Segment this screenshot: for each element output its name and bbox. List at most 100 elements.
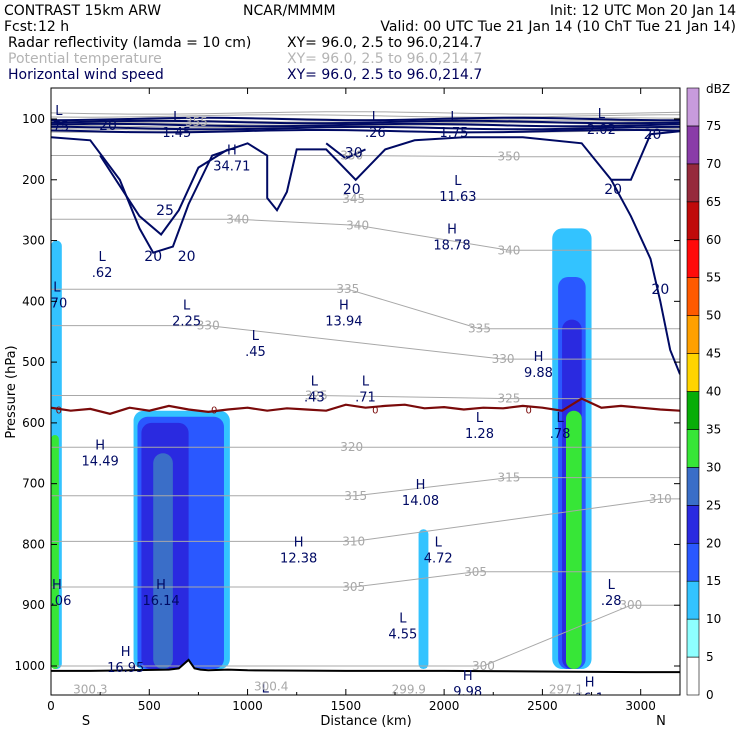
- extremum-letter: L: [53, 280, 61, 295]
- wind-jet-line-3: [51, 125, 680, 131]
- colorbar-level: 55: [706, 271, 721, 285]
- theta-contour-300: [51, 604, 680, 667]
- extremum-value: 16.14: [142, 594, 179, 609]
- extremum-value: .62: [92, 266, 113, 281]
- extremum-value: .43: [304, 390, 325, 405]
- fcst-value: 12 h: [38, 19, 69, 35]
- colorbar-level: 70: [706, 157, 721, 171]
- y-tick-label: 800: [22, 537, 45, 551]
- wind-label: 20: [644, 127, 662, 143]
- extremum-letter: L: [454, 174, 462, 189]
- colorbar-level: 45: [706, 347, 721, 361]
- y-axis-label: Pressure (hPa): [4, 345, 19, 438]
- colorbar-level: 10: [706, 612, 721, 626]
- extremum-value: .71: [355, 390, 376, 405]
- wind-contour-layer: [51, 116, 680, 375]
- wind-contour-1: [610, 179, 680, 375]
- extremum-letter: L: [450, 110, 458, 125]
- axes-layer: 0 500 1000 1500 2000 2500 30001002003004005006…: [14, 88, 680, 713]
- theta-contour-330: [51, 325, 680, 360]
- colorbar: 0 5 10 15 20 25 30 35 40 45 50 55 60 65 70 75: [686, 87, 721, 702]
- field-xy-wind: XY= 96.0, 2.5 to 96.0,214.7: [287, 67, 482, 83]
- extremum-letter: H: [227, 144, 237, 159]
- surface-theta-label: 299.9: [392, 682, 426, 696]
- field-name-reflectivity: Radar reflectivity (lamda = 10 cm): [8, 35, 251, 51]
- extremum-value: 16.1: [575, 691, 604, 706]
- x-tick-label: 1500: [331, 699, 362, 713]
- extremum-letter: L: [556, 411, 564, 426]
- extremum-value: 11.63: [439, 190, 476, 205]
- wind-contour-0: [51, 130, 680, 254]
- extremum-letter: H: [95, 438, 105, 453]
- theta-label: 340: [346, 218, 369, 232]
- theta-label: 330: [197, 319, 220, 333]
- y-tick-label: 100: [22, 112, 45, 126]
- theta-contour-325: [51, 395, 680, 400]
- x-end-label-south: S: [82, 714, 90, 729]
- y-tick-label: 500: [22, 355, 45, 369]
- x-end-label-north: N: [656, 714, 666, 729]
- wind-jet-line-1: [51, 119, 680, 125]
- wind-contour-2: [99, 148, 229, 236]
- extremum-letter: H: [156, 578, 166, 593]
- colorbar-swatch: [686, 505, 700, 544]
- theta-label: 300: [472, 659, 495, 673]
- colorbar-swatch: [686, 87, 700, 127]
- wind-jet-line-4: [51, 128, 680, 134]
- colorbar-swatch: [686, 201, 700, 241]
- freezing-level-label: 0: [372, 406, 378, 417]
- colorbar-swatch: [686, 618, 700, 658]
- extremum-letter: L: [55, 104, 63, 119]
- theta-label: 345: [342, 192, 365, 206]
- reflectivity-fill-layer: [51, 228, 592, 670]
- colorbar-level: 0: [706, 688, 714, 702]
- extremum-letter: L: [476, 411, 484, 426]
- extremum-letter: H: [121, 645, 131, 660]
- x-tick-label: 3000: [625, 699, 656, 713]
- wind-label: 25: [156, 203, 174, 219]
- extremum-letter: L: [435, 536, 443, 551]
- colorbar-level: 35: [706, 422, 721, 436]
- theta-label: 310: [342, 534, 365, 548]
- theta-label: 340: [498, 243, 521, 257]
- extremum-value: 2.02: [587, 123, 616, 138]
- y-tick-label: 900: [22, 598, 45, 612]
- y-tick-label: 200: [22, 173, 45, 187]
- theta-label: 325: [305, 389, 328, 403]
- freezing-level-label: 0: [525, 406, 531, 417]
- colorbar-swatch: [686, 277, 700, 316]
- extremum-value: .45: [245, 345, 266, 360]
- extremum-letter: H: [339, 298, 349, 313]
- theta-label: 320: [340, 440, 363, 454]
- extremum-value: 16.95: [107, 661, 144, 676]
- surface-theta-label: 300.3: [73, 682, 107, 696]
- terrain-line: [51, 658, 680, 674]
- extremum-letter: L: [173, 110, 181, 125]
- colorbar-swatch: [686, 391, 700, 430]
- freezing-level-label: 0: [211, 406, 217, 417]
- wind-jet-line-0: [51, 116, 680, 122]
- colorbar-level: 30: [706, 460, 721, 474]
- x-tick-label: 500: [138, 699, 161, 713]
- theta-label: 315: [344, 489, 367, 503]
- y-tick-label: 600: [22, 416, 45, 430]
- colorbar-level: 75: [706, 119, 721, 133]
- theta-label: 315: [498, 471, 521, 485]
- extremum-value: 14.08: [402, 494, 439, 509]
- wind-label: 20: [99, 118, 117, 134]
- extremum-value: .28: [601, 594, 622, 609]
- extremum-value: .75: [49, 120, 70, 135]
- colorbar-swatch: [686, 429, 700, 468]
- org-label: NCAR/MMMM: [243, 3, 336, 19]
- colorbar-swatch: [686, 542, 700, 582]
- theta-label: 300: [619, 598, 642, 612]
- wind-label: 20: [144, 249, 162, 265]
- extremum-letter: L: [362, 374, 370, 389]
- wind-label: 30: [345, 145, 363, 161]
- theta-contour-350: [51, 155, 680, 158]
- extremum-letter: L: [608, 578, 616, 593]
- colorbar-level: 65: [706, 195, 721, 209]
- extremum-letter: H: [447, 223, 457, 238]
- extremum-value: 4.55: [388, 627, 417, 642]
- valid-time: Valid: 00 UTC Tue 21 Jan 14 (10 ChT Tue …: [380, 19, 736, 35]
